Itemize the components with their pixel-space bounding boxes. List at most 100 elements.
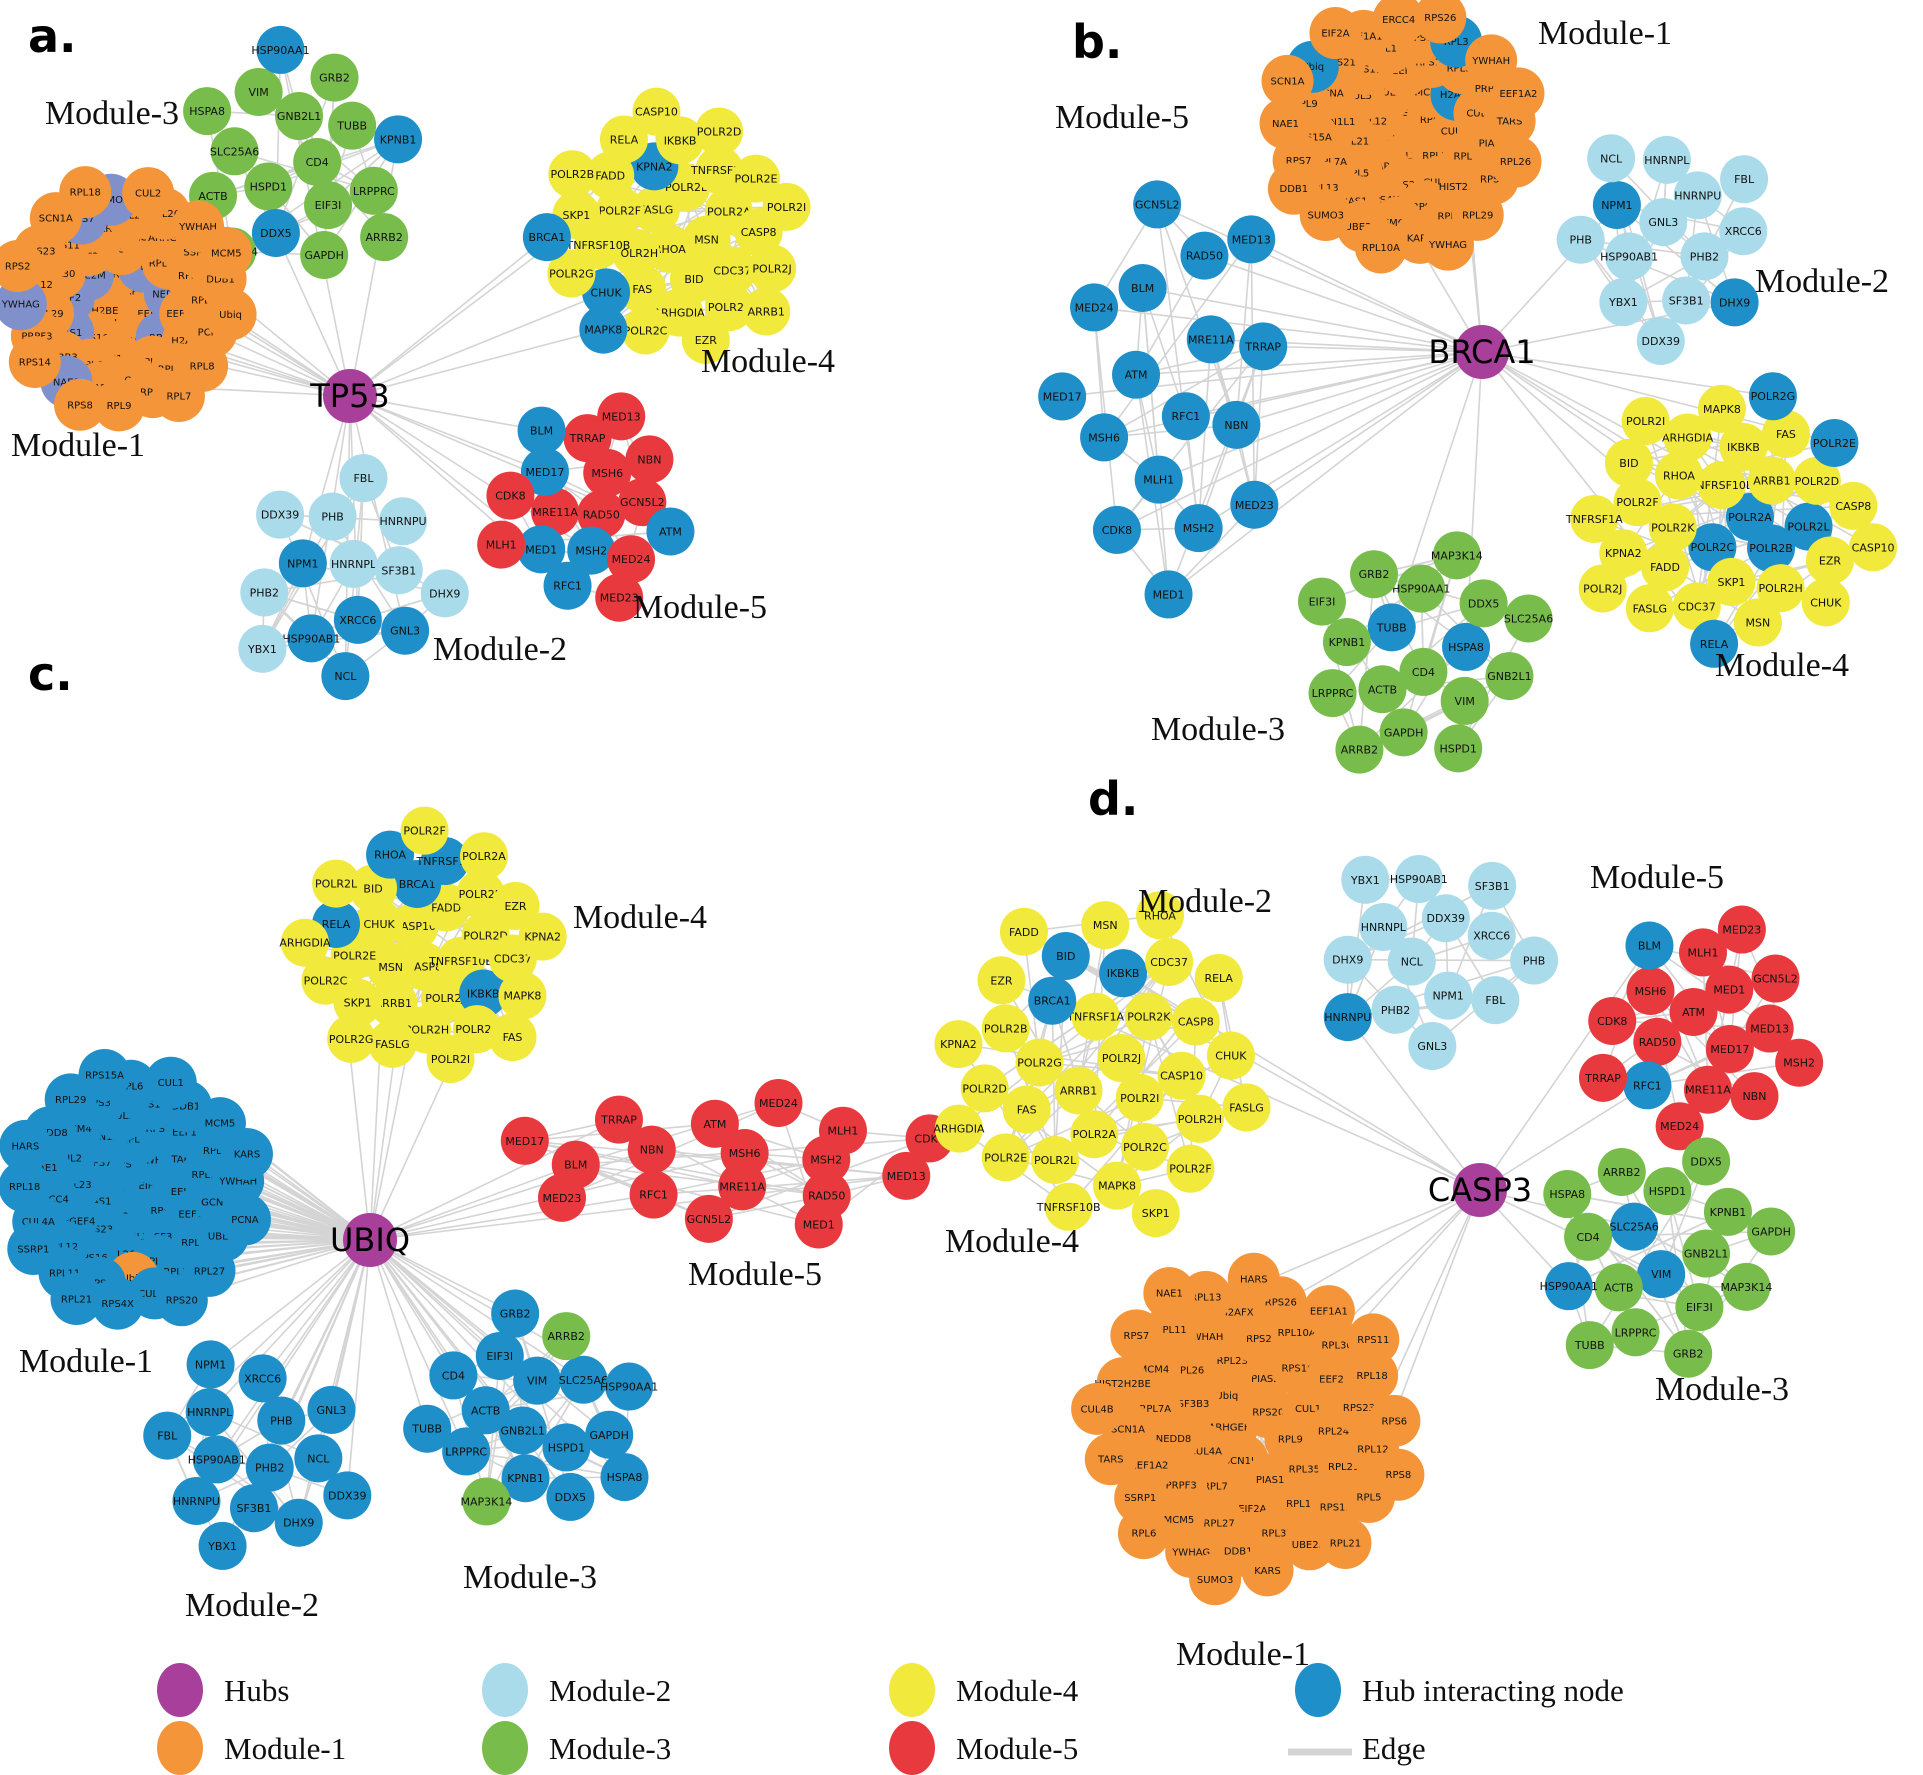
node-a-HNRNPU[interactable] (378, 497, 427, 546)
node-d-POLR2D[interactable] (960, 1064, 1009, 1113)
node-d-ARRB2[interactable] (1597, 1147, 1646, 1196)
node-a-SLC25A6[interactable] (210, 127, 259, 176)
node-b-MAPK8[interactable] (1697, 384, 1746, 433)
node-d-ATM[interactable] (1669, 987, 1718, 1036)
node-b-RAD50[interactable] (1180, 231, 1229, 280)
node-b-GNL3[interactable] (1639, 198, 1688, 247)
node-c-HSPD1[interactable] (542, 1423, 591, 1472)
node-d-EIF3I[interactable] (1675, 1283, 1724, 1332)
node-a-MSH2[interactable] (567, 526, 616, 575)
node-b-GNB2L1[interactable] (1485, 652, 1534, 701)
node-b-POLR2I[interactable] (1621, 397, 1670, 446)
node-b-GCN5L2[interactable] (1133, 180, 1182, 229)
node-a-NCL[interactable] (321, 652, 370, 701)
node-d-GNB2L1[interactable] (1682, 1229, 1731, 1278)
node-c-LRPPRC[interactable] (442, 1427, 491, 1476)
node-d-SLC25A6[interactable] (1610, 1202, 1659, 1251)
node-a-RPS8[interactable] (54, 378, 107, 431)
node-a-ARRB1[interactable] (742, 287, 791, 336)
node-d-VIM[interactable] (1637, 1250, 1686, 1299)
node-d-MED1[interactable] (1705, 965, 1754, 1014)
node-a-POLR2I[interactable] (762, 182, 811, 231)
node-d-RPL18[interactable] (1346, 1349, 1399, 1402)
node-b-XRCC6[interactable] (1719, 207, 1768, 256)
node-d-CDC37[interactable] (1145, 937, 1194, 986)
node-a-LRPPRC[interactable] (349, 166, 398, 215)
node-b-MRE11A[interactable] (1186, 315, 1235, 364)
node-c-MED17[interactable] (500, 1116, 549, 1165)
node-b-SKP1[interactable] (1707, 557, 1756, 606)
node-d-KARS[interactable] (1241, 1544, 1294, 1597)
node-b-DDX5[interactable] (1459, 579, 1508, 628)
node-b-HNRNPU[interactable] (1673, 171, 1722, 220)
node-a-MED24[interactable] (607, 535, 656, 584)
node-d-GCN5L2[interactable] (1751, 954, 1800, 1003)
node-b-ATM[interactable] (1112, 350, 1161, 399)
node-d-MSH2[interactable] (1775, 1038, 1824, 1087)
node-c-MED24[interactable] (754, 1078, 803, 1127)
node-c-KPNA2[interactable] (518, 912, 567, 961)
node-b-EIF3I[interactable] (1297, 577, 1346, 626)
node-b-ERCC4[interactable] (1372, 0, 1425, 46)
node-d-RPS11[interactable] (1347, 1313, 1400, 1366)
node-a-GRB2[interactable] (310, 53, 359, 102)
node-b-IKBKB[interactable] (1719, 422, 1768, 471)
node-a-EZR[interactable] (681, 315, 730, 364)
node-b-KPNA2[interactable] (1599, 529, 1648, 578)
node-d-HSP90AB1[interactable] (1394, 855, 1443, 904)
node-b-CHUK[interactable] (1801, 578, 1850, 627)
node-b-MED23[interactable] (1230, 480, 1279, 529)
node-d-NAE1[interactable] (1143, 1267, 1196, 1320)
node-b-TRRAP[interactable] (1239, 322, 1288, 371)
node-c-MRE11A[interactable] (718, 1162, 767, 1211)
node-d-RELA[interactable] (1194, 953, 1243, 1002)
node-b-FADD[interactable] (1641, 543, 1690, 592)
node-d-NBN[interactable] (1730, 1072, 1779, 1121)
node-c-SLC25A6[interactable] (559, 1355, 608, 1404)
node-c-RPL18[interactable] (0, 1160, 51, 1213)
node-a-GNB2L1[interactable] (275, 92, 324, 141)
node-b-HNRNPL[interactable] (1642, 135, 1691, 184)
node-c-POLR2G[interactable] (327, 1014, 376, 1063)
node-b-MLH1[interactable] (1134, 455, 1183, 504)
node-c-GAPDH[interactable] (585, 1410, 634, 1459)
node-d-EEF1A1[interactable] (1302, 1285, 1355, 1338)
node-d-YBX1[interactable] (1341, 855, 1390, 904)
node-d-NCL[interactable] (1387, 937, 1436, 986)
node-d-HNRNPU[interactable] (1323, 993, 1372, 1042)
node-d-HSPA8[interactable] (1543, 1170, 1592, 1219)
node-b-YWHAG[interactable] (1422, 218, 1475, 271)
node-c-TUBB[interactable] (403, 1404, 452, 1453)
node-c-FASLG[interactable] (368, 1019, 417, 1068)
node-a-MCM5[interactable] (200, 226, 253, 279)
node-d-BRCA1[interactable] (1028, 976, 1077, 1025)
node-b-EZR[interactable] (1805, 536, 1854, 585)
node-b-POLR2J[interactable] (1578, 564, 1627, 613)
node-b-TNFRSF10B[interactable] (1697, 461, 1746, 510)
node-a-CDC37[interactable] (708, 246, 757, 295)
node-d-BLM[interactable] (1625, 921, 1674, 970)
node-b-BID[interactable] (1604, 438, 1653, 487)
node-d-POLR2K[interactable] (1124, 992, 1173, 1041)
node-d-IKBKB[interactable] (1099, 949, 1148, 998)
node-d-TNFRSF10B[interactable] (1044, 1182, 1093, 1231)
node-b-HSP90AB1[interactable] (1605, 232, 1654, 281)
node-c-POLR2L[interactable] (312, 859, 361, 908)
node-b-POLR2G[interactable] (1748, 372, 1797, 421)
node-b-MED24[interactable] (1070, 283, 1119, 332)
node-d-MSN[interactable] (1081, 901, 1130, 950)
node-d-FADD[interactable] (999, 907, 1048, 956)
node-c-SF3B1[interactable] (229, 1484, 278, 1533)
node-b-HSPA8[interactable] (1442, 622, 1491, 671)
node-a-YBX1[interactable] (238, 624, 287, 673)
node-c-NBN[interactable] (627, 1125, 676, 1174)
node-b-PHB[interactable] (1556, 215, 1605, 264)
node-d-PHB[interactable] (1510, 936, 1559, 985)
node-c-ATM[interactable] (690, 1099, 739, 1148)
node-c-HNRNPL[interactable] (185, 1388, 234, 1437)
node-b-HSP90AA1[interactable] (1397, 564, 1446, 613)
node-a-RPS14[interactable] (8, 335, 61, 388)
node-a-CASP10[interactable] (632, 87, 681, 136)
node-c-RPL21[interactable] (50, 1272, 103, 1325)
node-d-RPL21[interactable] (1319, 1517, 1372, 1570)
